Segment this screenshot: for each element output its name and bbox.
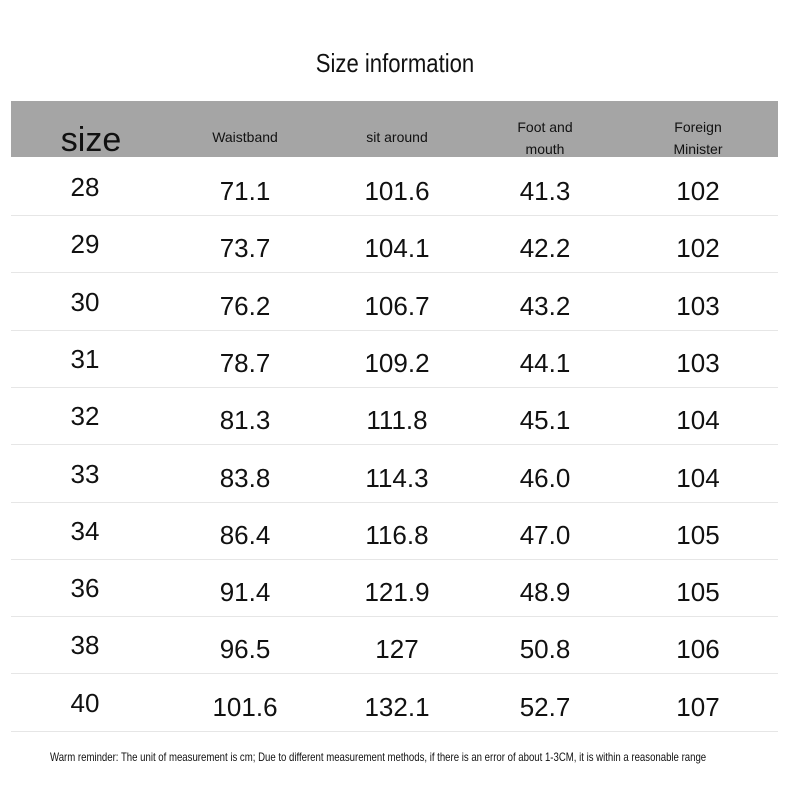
- footer-note: Warm reminder: The unit of measurement i…: [50, 750, 707, 764]
- table-cell: 43.2: [519, 290, 571, 321]
- table-cell: 106: [676, 634, 720, 665]
- row-divider: [11, 501, 778, 503]
- row-divider: [11, 616, 778, 618]
- table-cell: 104: [676, 462, 720, 493]
- header-bar: [11, 101, 778, 157]
- table-cell: 76.2: [219, 290, 271, 321]
- table-cell: 36: [70, 573, 100, 604]
- table-cell: 30: [70, 286, 100, 317]
- table-cell: 109.2: [364, 347, 430, 378]
- table-cell: 96.5: [219, 634, 271, 665]
- table-cell: 38: [70, 630, 100, 661]
- row-divider: [11, 558, 778, 560]
- table-cell: 104: [676, 405, 720, 436]
- table-cell: 121.9: [364, 577, 430, 608]
- table-cell: 34: [70, 515, 100, 546]
- row-divider: [11, 215, 778, 216]
- table-cell: 81.3: [219, 405, 271, 436]
- table-cell: 48.9: [519, 577, 571, 608]
- table-cell: 103: [676, 290, 720, 321]
- table-cell: 71.1: [219, 176, 271, 206]
- table-cell: 132.1: [364, 691, 430, 722]
- table-cell: 52.7: [519, 691, 571, 722]
- header-cell: Waistband: [212, 129, 278, 145]
- table-cell: 40: [70, 687, 100, 718]
- header-cell: sit around: [366, 129, 428, 145]
- table-cell: 50.8: [519, 634, 571, 665]
- table-cell: 73.7: [219, 233, 271, 264]
- table-cell: 47.0: [519, 519, 571, 550]
- table-cell: 91.4: [219, 577, 271, 608]
- table-cell: 104.1: [364, 233, 430, 264]
- table-cell: 32: [70, 401, 100, 432]
- row-divider: [11, 272, 778, 274]
- table-cell: 114.3: [365, 462, 429, 493]
- table-cell: 106.7: [364, 290, 430, 321]
- table-cell: 105: [676, 577, 720, 608]
- table-cell: 111.8: [366, 405, 428, 436]
- table-cell: 103: [676, 347, 720, 378]
- table-cell: 78.7: [219, 347, 271, 378]
- row-divider: [11, 386, 778, 388]
- row-divider: [11, 444, 778, 446]
- table-cell: 116.8: [365, 519, 429, 550]
- row-divider: [11, 730, 778, 732]
- table-cell: 44.1: [519, 347, 571, 378]
- table-cell: 102: [676, 176, 720, 206]
- table-cell: 33: [70, 458, 100, 489]
- table-cell: 42.2: [519, 233, 571, 264]
- table-cell: 46.0: [519, 462, 571, 493]
- table-cell: 86.4: [219, 519, 271, 550]
- title: Size information: [315, 48, 475, 78]
- table-cell: 29: [70, 229, 100, 260]
- table-cell: 83.8: [219, 462, 271, 493]
- table-cell: 127: [375, 634, 419, 665]
- table-cell: 28: [70, 172, 100, 202]
- table-cell: 41.3: [519, 176, 571, 206]
- table-cell: 105: [676, 519, 720, 550]
- row-divider: [11, 673, 778, 675]
- table-cell: 107: [676, 691, 720, 722]
- table-cell: 101.6: [364, 176, 430, 206]
- table-cell: 31: [70, 343, 100, 374]
- table-cell: 102: [676, 233, 720, 264]
- header-cell: Foreign Minister: [673, 119, 723, 157]
- header-cell: Foot and mouth: [517, 119, 573, 157]
- table-cell: 101.6: [212, 691, 278, 722]
- header-cell: size: [60, 121, 122, 159]
- table-cell: 45.1: [519, 405, 571, 436]
- row-divider: [11, 329, 778, 331]
